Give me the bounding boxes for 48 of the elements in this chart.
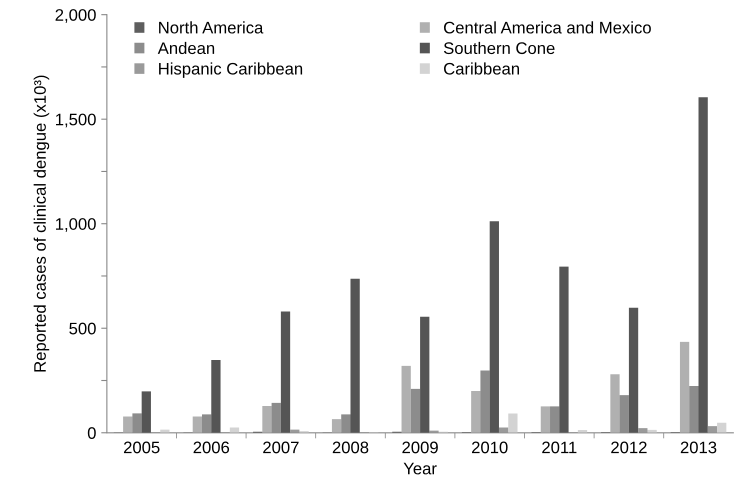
bar: [471, 390, 480, 433]
bar: [402, 366, 411, 433]
legend-label: Caribbean: [444, 62, 519, 75]
legend-label: North America: [159, 21, 264, 34]
bar: [610, 374, 620, 433]
bar: [230, 428, 240, 433]
bar: [192, 416, 202, 433]
bar: [508, 414, 518, 433]
legend-label: Andean: [158, 42, 214, 54]
bar: [540, 406, 550, 433]
x-tick-label: 2006: [194, 442, 230, 454]
bar: [350, 278, 360, 433]
x-tick-label: 2005: [124, 442, 160, 454]
bar: [490, 221, 499, 433]
bar: [332, 419, 342, 433]
x-tick-label: 2011: [542, 442, 576, 454]
x-tick-label: 2008: [332, 442, 368, 454]
bar: [142, 391, 151, 433]
bar: [680, 342, 690, 433]
x-tick-label: 2012: [611, 442, 647, 454]
y-axis-title: Reported cases of clinical dengue (x10³): [34, 76, 50, 372]
legend-label: Southern Cone: [444, 42, 555, 54]
y-tick-label: 500: [69, 322, 96, 334]
bar: [559, 266, 569, 433]
y-tick-label: 1,000: [56, 218, 96, 232]
bar: [262, 406, 272, 433]
legend-label: Central America and Mexico: [444, 21, 651, 34]
x-tick-label: 2013: [680, 442, 716, 454]
bar: [498, 428, 508, 433]
legend-label: Hispanic Caribbean: [159, 62, 302, 78]
x-tick-label: 2007: [263, 442, 299, 454]
bar: [698, 97, 708, 433]
x-tick-label: 2009: [402, 442, 438, 454]
bar: [708, 426, 718, 433]
bar: [280, 312, 290, 433]
y-tick-label: 2,000: [56, 9, 96, 23]
bar: [290, 430, 300, 433]
x-axis-title: Year: [404, 462, 437, 474]
x-tick-label: 2010: [472, 442, 508, 454]
bar: [717, 422, 726, 433]
bar: [211, 360, 221, 433]
bar: [123, 416, 132, 433]
bar: [420, 316, 430, 433]
bar: [638, 428, 648, 433]
bar: [160, 430, 170, 433]
y-tick-label: 0: [88, 427, 96, 439]
bar: [628, 308, 638, 433]
y-tick-label: 1,500: [56, 114, 96, 128]
